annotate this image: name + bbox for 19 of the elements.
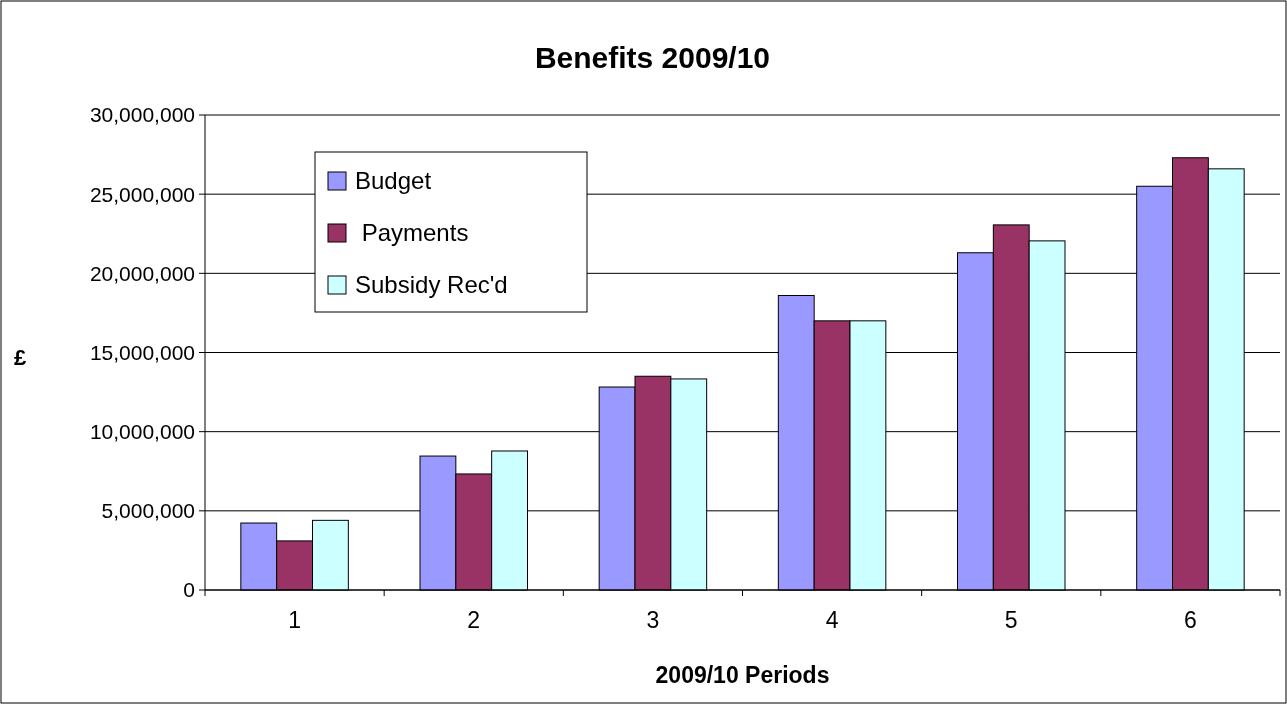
x-axis-title: 2009/10 Periods: [655, 662, 830, 688]
y-tick-label: 10,000,000: [89, 420, 195, 444]
x-tick-label: 3: [646, 607, 660, 633]
legend-label: Subsidy Rec'd: [355, 271, 508, 299]
x-tick-label: 4: [825, 607, 839, 633]
legend-label: Budget: [355, 167, 432, 195]
chart-title: Benefits 2009/10: [534, 41, 771, 74]
y-tick-label: 5,000,000: [101, 499, 195, 523]
y-tick-label: 0: [183, 578, 195, 602]
x-tick-label: 6: [1184, 607, 1197, 633]
y-tick-label: 20,000,000: [89, 261, 195, 285]
x-tick-label: 2: [467, 607, 481, 633]
y-tick-label: 25,000,000: [89, 182, 195, 206]
x-tick-label: 1: [288, 607, 301, 633]
y-tick-label: 15,000,000: [89, 340, 195, 364]
y-tick-label: 30,000,000: [89, 103, 195, 127]
y-axis-title: £: [13, 345, 27, 371]
legend-label: Payments: [355, 219, 469, 247]
x-tick-label: 5: [1004, 607, 1018, 633]
